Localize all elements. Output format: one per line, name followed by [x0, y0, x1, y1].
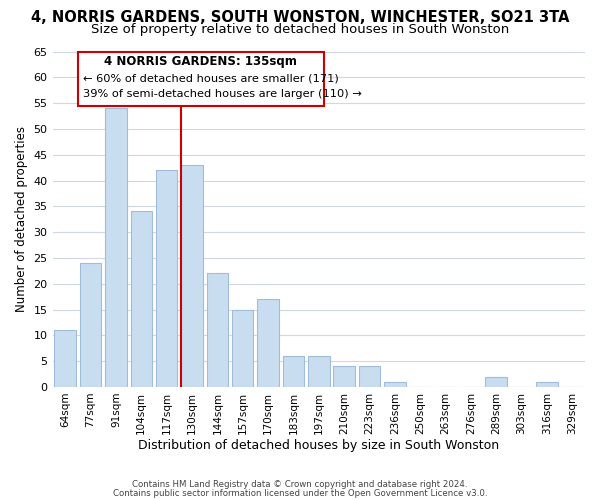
Text: 4 NORRIS GARDENS: 135sqm: 4 NORRIS GARDENS: 135sqm	[104, 56, 298, 68]
Bar	[334, 366, 355, 387]
Bar	[131, 212, 152, 387]
Bar	[206, 274, 228, 387]
Y-axis label: Number of detached properties: Number of detached properties	[15, 126, 28, 312]
Bar	[105, 108, 127, 387]
Bar	[156, 170, 178, 387]
Text: ← 60% of detached houses are smaller (171): ← 60% of detached houses are smaller (17…	[83, 74, 339, 84]
Bar	[485, 376, 507, 387]
Bar	[181, 165, 203, 387]
Bar	[55, 330, 76, 387]
Text: Size of property relative to detached houses in South Wonston: Size of property relative to detached ho…	[91, 22, 509, 36]
Bar	[308, 356, 329, 387]
Text: Contains public sector information licensed under the Open Government Licence v3: Contains public sector information licen…	[113, 488, 487, 498]
Bar	[232, 310, 253, 387]
FancyBboxPatch shape	[78, 52, 324, 106]
Bar	[384, 382, 406, 387]
Bar	[283, 356, 304, 387]
Bar	[359, 366, 380, 387]
Bar	[80, 263, 101, 387]
Text: 4, NORRIS GARDENS, SOUTH WONSTON, WINCHESTER, SO21 3TA: 4, NORRIS GARDENS, SOUTH WONSTON, WINCHE…	[31, 10, 569, 25]
Text: Contains HM Land Registry data © Crown copyright and database right 2024.: Contains HM Land Registry data © Crown c…	[132, 480, 468, 489]
Bar	[257, 299, 279, 387]
Bar	[536, 382, 558, 387]
Text: 39% of semi-detached houses are larger (110) →: 39% of semi-detached houses are larger (…	[83, 89, 362, 99]
X-axis label: Distribution of detached houses by size in South Wonston: Distribution of detached houses by size …	[138, 440, 499, 452]
